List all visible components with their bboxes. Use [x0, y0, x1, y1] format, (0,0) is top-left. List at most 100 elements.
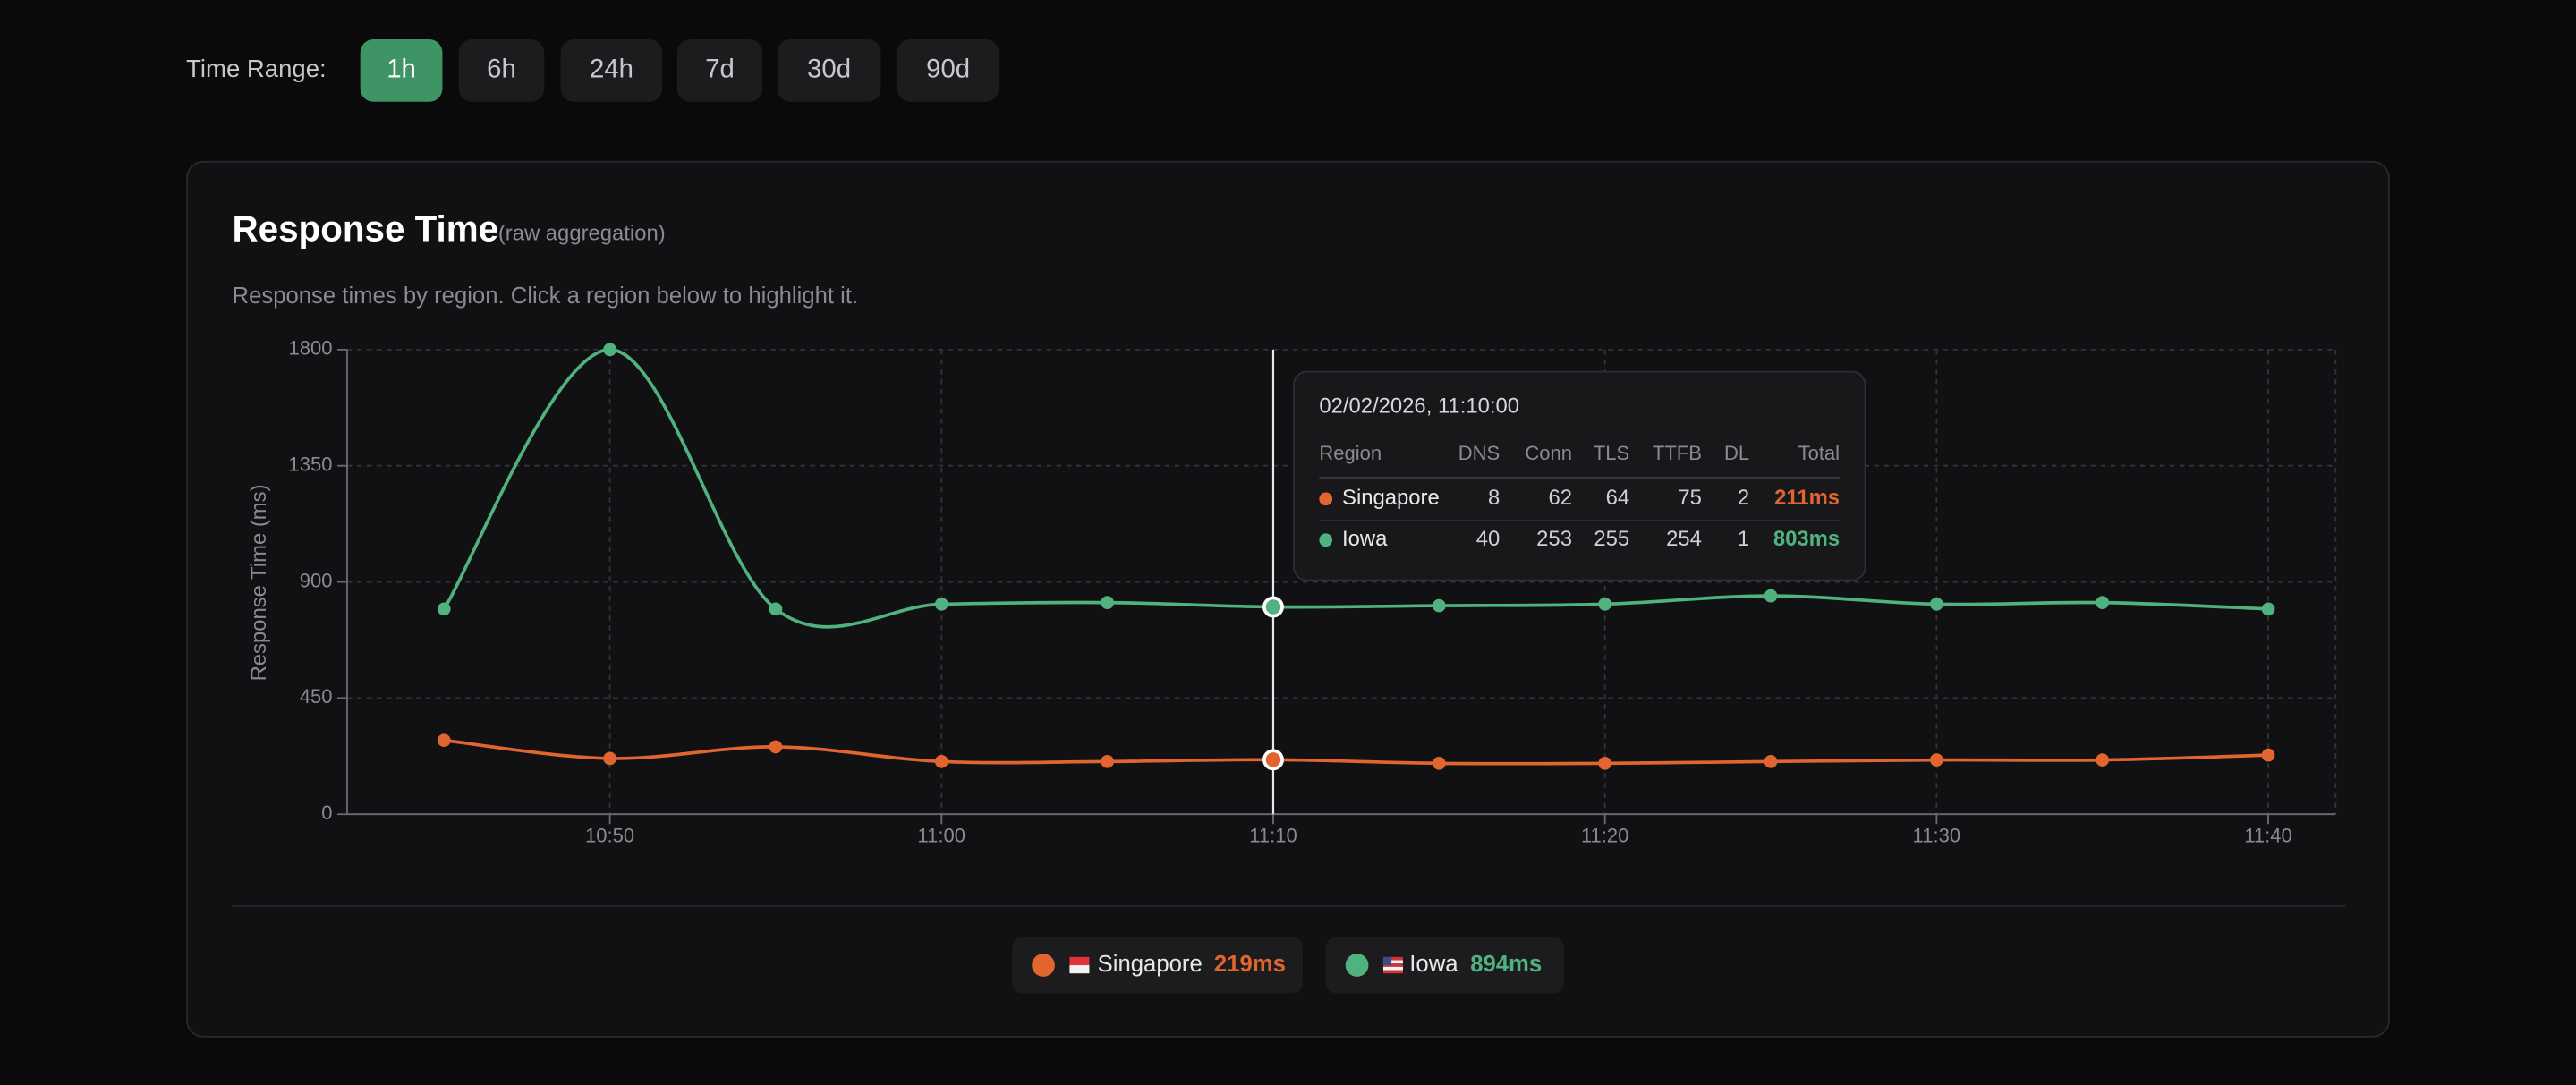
button-bg: [560, 39, 663, 102]
data-point: [1764, 589, 1778, 603]
data-point: [1764, 755, 1778, 768]
data-point: [1598, 757, 1612, 770]
data-point: [1930, 598, 1943, 611]
tooltip-dot: [1319, 533, 1333, 547]
series-line: [444, 738, 2269, 766]
button-label: 90d: [926, 55, 970, 84]
legend-value: 894ms: [1470, 952, 1542, 977]
tooltip-total: 803ms: [1773, 527, 1840, 551]
y-tick-label: 1350: [288, 453, 332, 476]
y-tick-label: 0: [321, 801, 332, 824]
chart-subtitle: Response times by region. Click a region…: [233, 284, 859, 309]
legend-item[interactable]: Iowa 894ms: [1325, 937, 1564, 994]
data-point: [437, 602, 451, 616]
flag: [1382, 966, 1403, 971]
button-label: 30d: [807, 55, 851, 84]
data-point: [1262, 596, 1284, 618]
tooltip-region: Singapore: [1342, 486, 1440, 510]
tooltip-header: TTFB: [1653, 442, 1702, 464]
flag: [1382, 956, 1392, 966]
tooltip: 02/02/2026, 11:10:00 Region DNS Conn TLS TTFB…: [1293, 370, 1866, 581]
time-range-button[interactable]: 1h: [360, 39, 443, 102]
legend-dot: [1345, 954, 1369, 977]
title-note: (raw aggregation): [498, 222, 666, 246]
legend-name: Singapore: [1098, 952, 1203, 977]
tooltip-header: TLS: [1594, 442, 1629, 464]
x-tick-label: 10:50: [585, 825, 634, 847]
tooltip-region: Iowa: [1342, 527, 1388, 551]
data-point: [1262, 749, 1284, 771]
flag: [1382, 960, 1403, 964]
tooltip-cell: 254: [1666, 527, 1702, 551]
tooltip-cell: 75: [1678, 486, 1702, 510]
data-point: [603, 343, 616, 357]
button-label: 1h: [387, 55, 416, 84]
y-tick-label: 900: [300, 569, 333, 591]
time-range-button[interactable]: 6h: [458, 39, 545, 102]
flag: [1382, 970, 1403, 974]
button-label: 6h: [487, 55, 516, 84]
tooltip-cell: 40: [1476, 527, 1501, 551]
data-point: [934, 598, 948, 611]
x-tick-label: 11:10: [1249, 825, 1297, 847]
button-label: 24h: [590, 55, 633, 84]
data-point: [2096, 596, 2110, 609]
button-bg: [360, 39, 443, 102]
tooltip-cell: 64: [1606, 486, 1630, 510]
y-axis-label: Response Time (ms): [247, 484, 271, 681]
tooltip-cell: 255: [1594, 527, 1629, 551]
tooltip-cell: 253: [1536, 527, 1572, 551]
time-range-button[interactable]: 90d: [897, 39, 999, 102]
data-point: [769, 602, 783, 616]
data-point: [437, 733, 451, 748]
tooltip-header: Region: [1319, 442, 1382, 464]
tooltip-header: DL: [1724, 442, 1749, 464]
data-point: [1598, 598, 1612, 611]
legend-name: Iowa: [1409, 952, 1458, 977]
tooltip-dot: [1319, 492, 1333, 506]
legend-item[interactable]: Singapore 219ms: [1012, 937, 1304, 994]
legend-chip: [1012, 937, 1304, 994]
data-point: [1101, 755, 1114, 768]
legend-chip: [1325, 937, 1564, 994]
data-point: [934, 755, 948, 768]
y-tick-label: 1800: [288, 337, 332, 360]
y-tick-label: 450: [300, 685, 333, 708]
time-range-button[interactable]: 24h: [560, 39, 663, 102]
data-point: [1101, 596, 1114, 609]
time-range-button[interactable]: 30d: [777, 39, 881, 102]
flag: [1069, 965, 1090, 974]
data-point: [1432, 598, 1446, 613]
tooltip-cell: 1: [1738, 527, 1749, 551]
flag: [1382, 956, 1403, 961]
chart-title: Response Time: [233, 208, 499, 249]
data-point: [2261, 748, 2275, 762]
tooltip-header: Conn: [1525, 442, 1572, 464]
data-point: [2096, 753, 2110, 767]
tooltip-bg: [1293, 370, 1866, 581]
tooltip-title: 02/02/2026, 11:10:00: [1319, 394, 1519, 418]
data-point: [1930, 753, 1943, 767]
data-point: [603, 751, 616, 766]
x-tick-label: 11:30: [1913, 825, 1960, 847]
x-tick-label: 11:20: [1581, 825, 1628, 847]
data-point: [1432, 757, 1446, 770]
tooltip-header: Total: [1798, 442, 1841, 464]
time-range-label: Time Range:: [186, 55, 326, 82]
tooltip-cell: 8: [1488, 486, 1500, 510]
tooltip-header: DNS: [1458, 442, 1500, 464]
button-bg: [458, 39, 545, 102]
legend-dot: [1032, 954, 1055, 977]
flag: [1382, 963, 1403, 967]
button-label: 7d: [705, 55, 735, 84]
time-range-button[interactable]: 7d: [676, 39, 763, 102]
x-tick-label: 11:40: [2244, 825, 2291, 847]
data-point: [769, 740, 783, 754]
tooltip-cell: 2: [1738, 486, 1749, 510]
button-bg: [777, 39, 881, 102]
button-bg: [897, 39, 999, 102]
data-point: [2261, 602, 2275, 616]
button-bg: [676, 39, 763, 102]
